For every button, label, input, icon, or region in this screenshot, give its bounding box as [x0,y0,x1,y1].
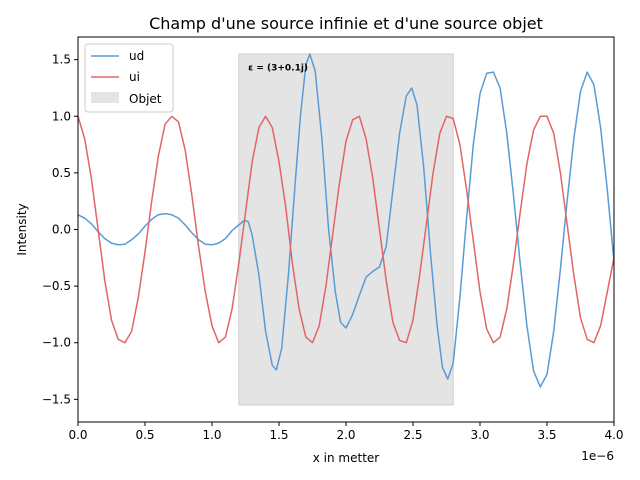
x-axis: 0.0 0.5 1.0 1.5 2.0 2.5 3.0 3.5 4.0 [68,422,624,442]
x-tick-label: 2.5 [403,428,422,442]
chart-title: Champ d'une source infinie et d'une sour… [149,14,543,33]
x-tick-label: 3.0 [470,428,489,442]
x-tick-label: 0.5 [135,428,154,442]
x-tick-label: 0.0 [68,428,87,442]
y-axis-label: Intensity [15,203,29,255]
y-tick-label: −0.5 [42,279,71,293]
y-tick-label: 0.5 [52,166,71,180]
y-tick-label: 1.5 [52,53,71,67]
x-tick-label: 1.5 [269,428,288,442]
object-region [238,53,454,406]
x-tick-label: 4.0 [604,428,623,442]
legend: ud ui Objet [84,43,174,113]
y-axis: −1.5 −1.0 −0.5 0.0 0.5 1.0 1.5 [42,53,78,406]
legend-swatch-objet [91,92,119,103]
series-line-ui [78,115,614,344]
object-region-layer [238,53,454,406]
legend-label-ud: ud [129,49,144,63]
legend-label-ui: ui [129,70,140,84]
legend-label-objet: Objet [129,92,162,106]
x-tick-label: 2.0 [336,428,355,442]
series-layer [78,53,614,388]
y-tick-label: −1.0 [42,336,71,350]
x-tick-label: 3.5 [537,428,556,442]
x-tick-label: 1.0 [202,428,221,442]
x-axis-label: x in metter [313,451,380,465]
x-scale-label: 1e−6 [581,449,614,463]
y-tick-label: 1.0 [52,109,71,123]
y-tick-label: 0.0 [52,223,71,237]
y-tick-label: −1.5 [42,392,71,406]
series-line-ud [78,53,614,388]
annotation-epsilon: ε = (3+0.1j) [248,64,308,74]
